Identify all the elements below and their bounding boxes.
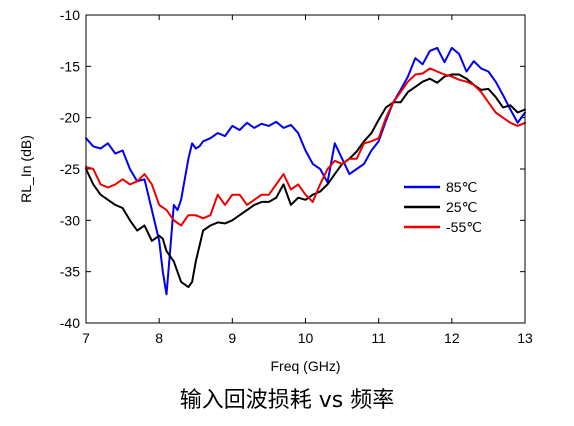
y-tick-label: -40 (60, 315, 80, 331)
x-tick-label: 12 (444, 330, 460, 346)
y-axis-label: RL_In (dB) (18, 135, 34, 203)
legend-label-1: 25℃ (446, 199, 477, 215)
x-tick-label: 8 (155, 330, 163, 346)
y-tick-label: -10 (60, 7, 80, 23)
figure-caption: 输入回波损耗 vs 频率 (179, 388, 395, 413)
y-tick-label: -15 (60, 58, 80, 74)
legend-label-0: 85℃ (446, 179, 477, 195)
x-tick-label: 13 (517, 330, 533, 346)
x-tick-label: 9 (228, 330, 236, 346)
x-tick-label: 7 (82, 330, 90, 346)
y-tick-label: -30 (60, 212, 80, 228)
x-tick-label: 11 (371, 330, 386, 346)
x-axis-label: Freq (GHz) (271, 358, 341, 374)
y-tick-label: -20 (60, 110, 80, 126)
y-tick-label: -35 (60, 264, 80, 280)
plot-frame (85, 14, 526, 324)
x-axis-ticks: 7 8 9 10 11 12 13 (82, 15, 533, 346)
y-tick-label: -25 (60, 161, 80, 177)
series-line-0 (85, 46, 526, 296)
legend: 85℃ 25℃ -55℃ (404, 179, 482, 235)
series-line-2 (85, 67, 526, 227)
legend-label-2: -55℃ (446, 219, 482, 235)
x-tick-label: 10 (298, 330, 314, 346)
series-layer (85, 46, 526, 296)
